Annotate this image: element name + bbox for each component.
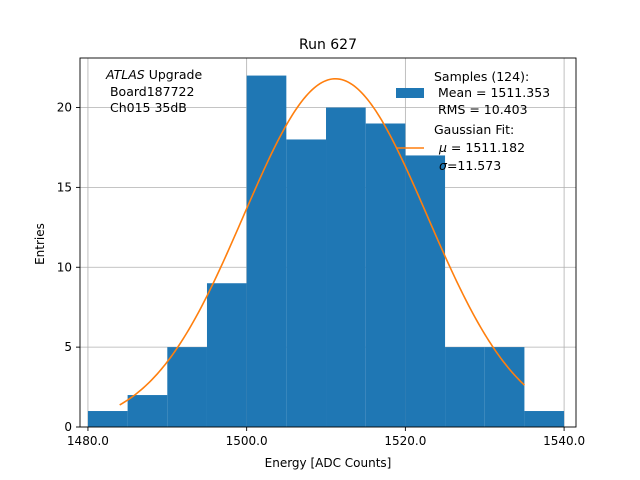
legend-mu-symbol: μ (438, 140, 447, 155)
x-axis-label: Energy [ADC Counts] (265, 456, 392, 470)
axes-frame (79, 57, 577, 428)
legend-mean-label: Mean = 1511.353 (434, 85, 550, 100)
x-tick-label: 1520.0 (384, 434, 426, 448)
y-tick-label: 15 (57, 180, 72, 194)
histogram-bar (524, 411, 565, 427)
legend-sigma-value: =11.573 (447, 158, 501, 173)
legend-rms-label: RMS = 10.403 (434, 102, 528, 117)
histogram-bar (484, 347, 525, 427)
legend-sigma-symbol: σ (439, 158, 448, 173)
annotation-atlas: ATLAS (105, 67, 145, 82)
histogram-bar (445, 347, 485, 427)
legend-mu-value: = 1511.182 (447, 140, 525, 155)
x-tick-label: 1540.0 (543, 434, 585, 448)
x-tick-label: 1480.0 (67, 434, 109, 448)
legend-sigma-line: σ=11.573 (439, 158, 501, 173)
y-axis-label: Entries (33, 223, 47, 265)
histogram-bar (167, 347, 207, 427)
histogram-bar (127, 395, 168, 427)
annotation-upgrade: Upgrade (145, 67, 203, 82)
histogram-bar (405, 155, 446, 427)
legend-gaussian-label: Gaussian Fit: (434, 122, 514, 137)
y-tick-label: 20 (57, 101, 72, 115)
histogram-bar (87, 411, 128, 427)
y-tick-label: 0 (64, 420, 72, 434)
histogram-bar (326, 107, 366, 428)
histogram-bar (365, 123, 406, 428)
histogram-bars (87, 75, 565, 428)
y-tick-label: 5 (64, 340, 72, 354)
gaussian-fit-curve (119, 77, 525, 406)
svg-text:ATLAS Upgrade: ATLAS Upgrade (105, 67, 202, 82)
histogram-bar (246, 75, 287, 428)
legend: Samples (124): Mean = 1511.353 RMS = 10.… (396, 69, 550, 173)
legend-samples-label: Samples (124): (434, 69, 529, 84)
histogram-bar (286, 139, 327, 427)
annotation-board: Board187722 (106, 84, 194, 99)
legend-mu-line: μ = 1511.182 (438, 140, 525, 155)
histogram-bar (206, 283, 247, 427)
y-axis-ticks: 0 5 10 15 20 (57, 101, 80, 434)
y-tick-label: 10 (57, 260, 72, 274)
x-axis-ticks: 1480.0 1500.0 1520.0 1540.0 (67, 427, 585, 448)
chart-title: Run 627 (299, 37, 357, 53)
atlas-annotation: ATLAS Upgrade Board187722 Ch015 35dB (105, 67, 202, 115)
x-tick-label: 1500.0 (226, 434, 268, 448)
annotation-channel: Ch015 35dB (106, 100, 187, 115)
legend-histogram-swatch (396, 88, 424, 98)
